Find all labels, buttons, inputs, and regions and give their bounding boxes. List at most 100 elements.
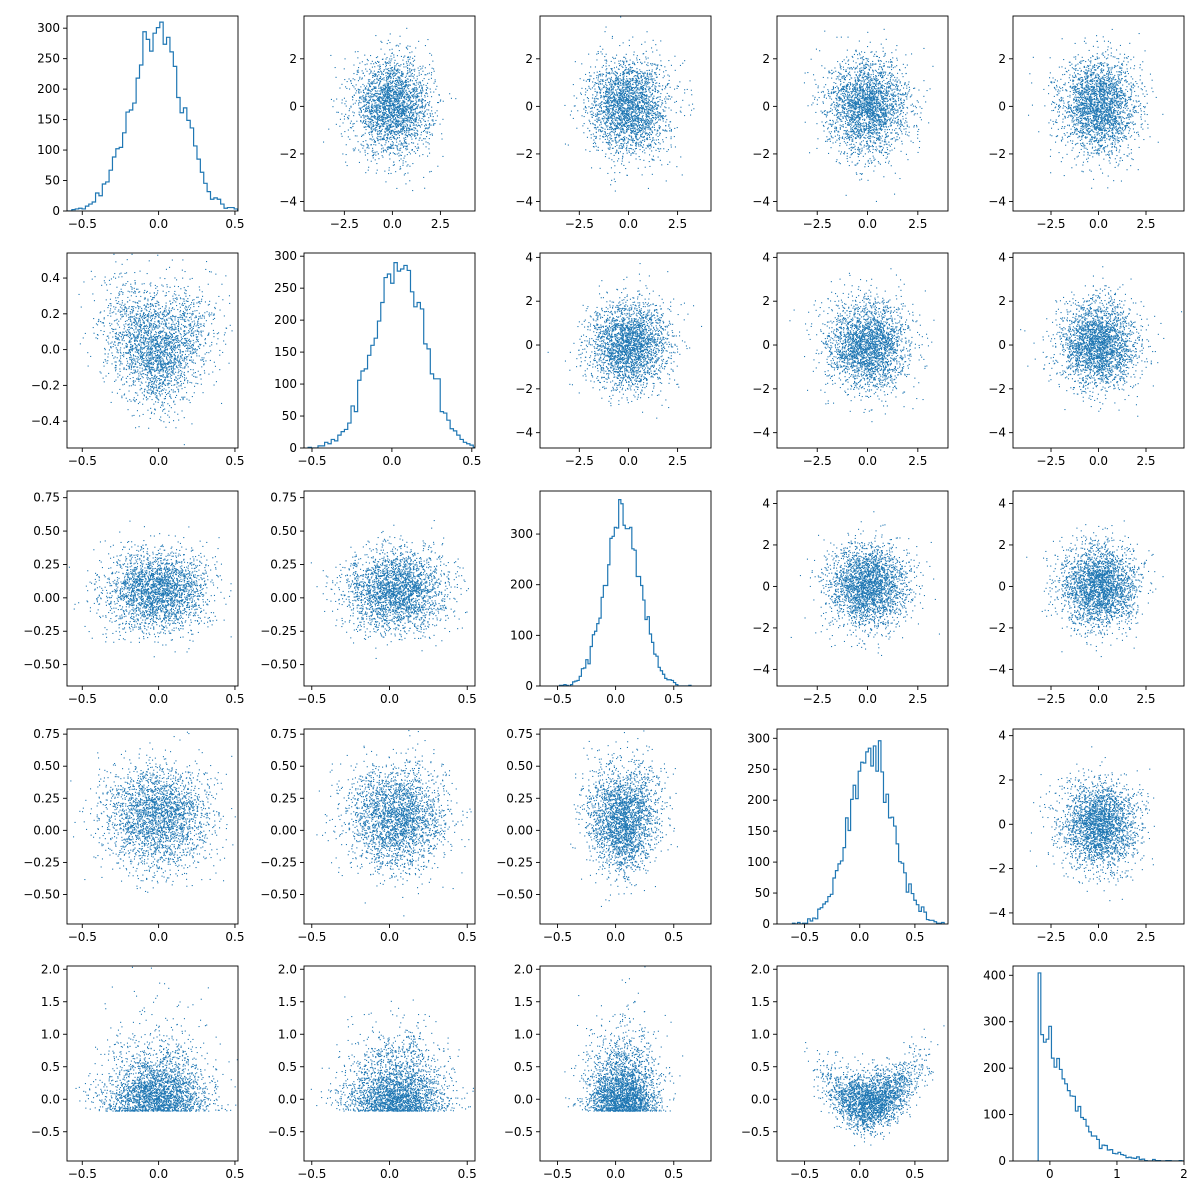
scatter-point	[416, 113, 418, 115]
scatter-point	[623, 164, 625, 166]
scatter-point	[617, 103, 619, 105]
scatter-point	[379, 105, 381, 107]
scatter-point	[639, 118, 641, 120]
scatter-point	[394, 65, 396, 67]
scatter-point	[394, 67, 396, 69]
scatter-point	[607, 102, 609, 104]
scatter-point	[403, 90, 405, 92]
scatter-point	[435, 88, 437, 90]
scatter-point	[637, 123, 639, 125]
scatter-point	[370, 55, 372, 57]
scatter-point	[684, 89, 686, 91]
scatter-point	[376, 110, 378, 112]
scatter-point	[640, 77, 642, 79]
scatter-point	[404, 86, 406, 88]
scatter-point	[645, 88, 647, 90]
scatter-point	[644, 131, 646, 133]
scatter-point	[639, 131, 641, 133]
scatter-point	[425, 74, 427, 76]
scatter-point	[369, 68, 371, 70]
scatter-point	[401, 93, 403, 95]
scatter-point	[609, 132, 611, 134]
scatter-point	[600, 130, 602, 132]
scatter-point	[620, 91, 622, 93]
scatter-point	[408, 151, 410, 153]
scatter-point	[630, 125, 632, 127]
scatter-point	[428, 109, 430, 111]
scatter-point	[612, 114, 614, 116]
scatter-point	[372, 154, 374, 156]
scatter-point	[634, 112, 636, 114]
scatter-point	[630, 67, 632, 69]
scatter-point	[598, 73, 600, 75]
scatter-point	[615, 109, 617, 111]
scatter-point	[455, 98, 457, 100]
scatter-point	[376, 81, 378, 83]
scatter-point	[398, 77, 400, 79]
scatter-point	[632, 149, 634, 151]
scatter-point	[423, 119, 425, 121]
scatter-point	[600, 97, 602, 99]
scatter-point	[637, 73, 639, 75]
scatter-point	[361, 144, 363, 146]
scatter-point	[394, 144, 396, 146]
scatter-point	[366, 147, 368, 149]
scatter-point	[391, 58, 393, 60]
scatter-point	[653, 124, 655, 126]
scatter-point	[388, 87, 390, 89]
scatter-point	[380, 115, 382, 117]
scatter-point	[641, 126, 643, 128]
scatter-point	[633, 76, 635, 78]
scatter-point	[642, 115, 644, 117]
scatter-point	[363, 134, 365, 136]
scatter-point	[624, 142, 626, 144]
scatter-point	[406, 102, 408, 104]
scatter-point	[373, 105, 375, 107]
scatter-point	[397, 71, 399, 73]
scatter-point	[388, 93, 390, 95]
scatter-point	[362, 100, 364, 102]
scatter-point	[366, 143, 368, 145]
scatter-point	[597, 117, 599, 119]
scatter-point	[370, 160, 372, 162]
scatter-point	[613, 92, 615, 94]
scatter-point	[419, 111, 421, 113]
scatter-point	[606, 78, 608, 80]
scatter-point	[642, 94, 644, 96]
scatter-point	[628, 108, 630, 110]
scatter-point	[410, 70, 412, 72]
scatter-point	[606, 121, 608, 123]
scatter-point	[392, 104, 394, 106]
scatter-point	[354, 102, 356, 104]
scatter-point	[398, 91, 400, 93]
scatter-point	[605, 100, 607, 102]
scatter-point	[376, 163, 378, 165]
scatter-point	[368, 147, 370, 149]
scatter-point	[605, 133, 607, 135]
scatter-point	[634, 119, 636, 121]
scatter-point	[430, 74, 432, 76]
scatter-point	[610, 184, 612, 186]
scatter-point	[614, 125, 616, 127]
scatter-point	[634, 95, 636, 97]
scatter-point	[371, 155, 373, 157]
scatter-point	[583, 79, 585, 81]
scatter-point	[620, 131, 622, 133]
scatter-point	[636, 92, 638, 94]
scatter-point	[406, 27, 408, 29]
y-tick-label: 200	[37, 82, 60, 96]
scatter-point	[651, 158, 653, 160]
scatter-point	[626, 112, 628, 114]
scatter-point	[403, 107, 405, 109]
scatter-point	[619, 172, 621, 174]
scatter-point	[358, 113, 360, 115]
scatter-point	[599, 135, 601, 137]
scatter-point	[389, 58, 391, 60]
scatter-point	[643, 159, 645, 161]
scatter-point	[608, 120, 610, 122]
scatter-point	[638, 145, 640, 147]
scatter-point	[627, 102, 629, 104]
scatter-point	[670, 146, 672, 148]
scatter-point	[638, 104, 640, 106]
scatter-point	[416, 90, 418, 92]
